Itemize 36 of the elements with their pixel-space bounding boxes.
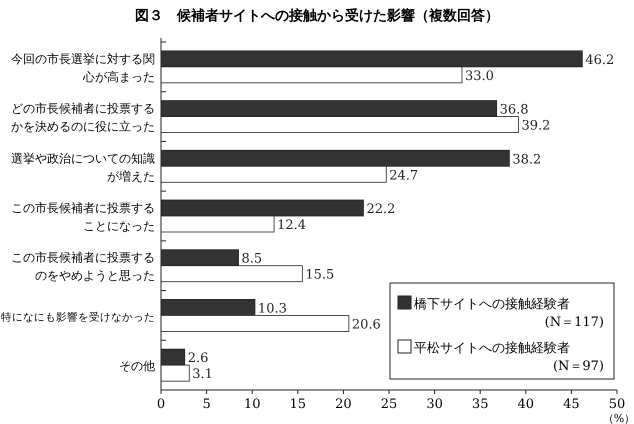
y-tick-label: 今回の市長選挙に対する関心が高まった: [11, 52, 155, 84]
data-label: 38.2: [512, 152, 542, 168]
x-tick-label: 35: [472, 397, 488, 412]
y-tick-label: 特になにも影響を受けなかった: [1, 310, 155, 324]
x-tick-label: 45: [563, 397, 580, 412]
data-label: 24.7: [389, 168, 418, 184]
y-tick-label: この市長候補者に投票するのをやめようと思った: [11, 250, 155, 283]
data-label: 20.6: [352, 317, 381, 332]
data-label: 12.4: [277, 218, 306, 233]
legend-label: 橋下サイトへの接触経験者 (N＝117): [414, 297, 604, 330]
x-tick-label: 15: [290, 397, 306, 412]
x-tick-label: 10: [244, 397, 260, 412]
y-tick-label: 選挙や政治についての知識が増えた: [11, 151, 155, 184]
x-tick-label: 30: [426, 397, 443, 412]
data-label: 3.1: [192, 367, 213, 382]
x-axis-title: （%）: [602, 412, 634, 424]
x-tick-label: 20: [335, 397, 352, 412]
data-label: 46.2: [585, 52, 614, 68]
x-tick-label: 0: [156, 397, 166, 412]
data-label: 36.8: [500, 102, 529, 118]
y-tick-label: この市長候補者に投票することになった: [11, 201, 155, 233]
chart-title: 図３ 候補者サイトへの接触から受けた影響（複数回答）: [135, 7, 499, 24]
data-label: 10.3: [258, 301, 287, 316]
data-label: 2.6: [188, 351, 208, 366]
legend-label: 平松サイトへの接触経験者 (N＝97): [414, 341, 604, 374]
data-label: 39.2: [522, 118, 550, 134]
data-label: 33.0: [464, 68, 494, 84]
data-label: 8.5: [242, 252, 262, 267]
y-tick-label: どの市長候補者に投票するかを決めるのに役に立った: [11, 102, 155, 134]
data-label: 15.5: [305, 268, 334, 283]
x-tick-label: 50: [608, 397, 626, 412]
data-label: 22.2: [366, 202, 396, 217]
x-tick-label: 40: [518, 397, 534, 412]
y-tick-label: その他: [119, 359, 155, 374]
x-tick-label: 5: [202, 397, 211, 412]
x-tick-label: 25: [380, 397, 398, 412]
